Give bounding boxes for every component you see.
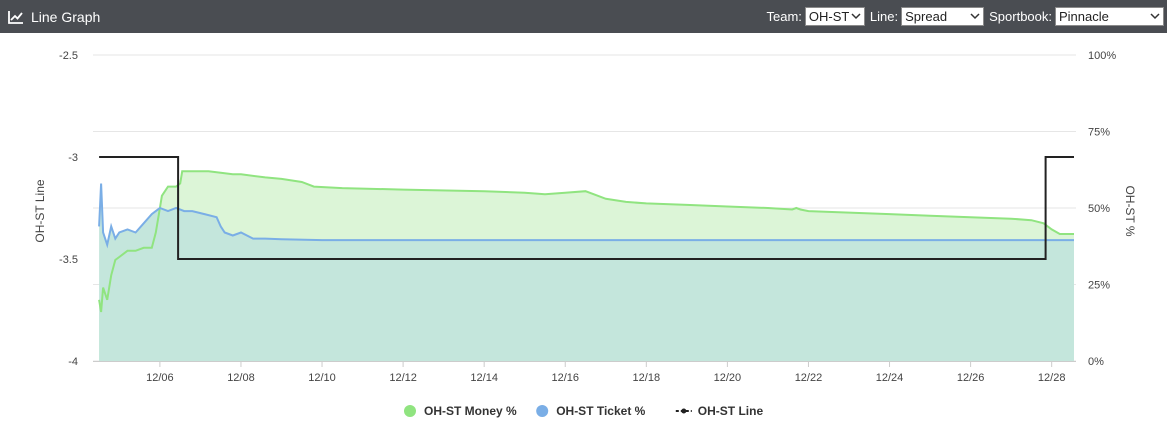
legend-label: OH-ST Line [698, 404, 764, 418]
axes: 100% 75% 50% 25% 0% -2.5 -3 -3.5 -4 12/06 12/08 12/… [59, 50, 1116, 384]
legend: OH-ST Money % OH-ST Ticket % OH-ST Line [404, 404, 763, 418]
y-left-tick-label: -4 [68, 356, 78, 368]
line-select[interactable]: Spread [901, 7, 985, 27]
team-select-value: OH-ST [808, 9, 850, 24]
header-bar: Line Graph Team: OH-ST Line: Spread Spor… [0, 0, 1167, 33]
x-tick-label: 12/10 [308, 372, 336, 384]
sportbook-select-value: Pinnacle [1059, 9, 1109, 24]
x-tick-label: 12/28 [1038, 372, 1066, 384]
ticket-area [99, 183, 1074, 361]
y-right-tick-label: 100% [1088, 50, 1116, 62]
y-right-tick-label: 25% [1088, 280, 1110, 292]
x-tick-label: 12/12 [389, 372, 417, 384]
series-lines [98, 156, 1074, 313]
y-right-tick-label: 0% [1088, 356, 1104, 368]
spread-line [99, 156, 1074, 260]
header-title-group: Line Graph [8, 0, 100, 33]
y-right-tick-label: 75% [1088, 127, 1110, 139]
line-label: Line: [869, 9, 899, 24]
y-right-tick-label: 50% [1088, 203, 1110, 215]
sportbook-select[interactable]: Pinnacle [1055, 7, 1164, 26]
x-tick-label: 12/16 [551, 372, 579, 384]
y-left-tick-label: -2.5 [59, 50, 78, 62]
legend-marker [681, 408, 687, 414]
legend-label: OH-ST Money % [424, 404, 517, 418]
line-chart-icon [8, 10, 24, 24]
chevron-down-icon [851, 10, 861, 27]
x-tick-label: 12/26 [957, 372, 985, 384]
y-left-tick-label: -3.5 [59, 254, 78, 266]
line-chart: 100% 75% 50% 25% 0% -2.5 -3 -3.5 -4 12/06 12/08 12/… [33, 50, 1137, 418]
filter-controls: Team: OH-ST Line: Spread Sportbook: Pinn… [767, 0, 1167, 33]
line-select-value: Spread [905, 9, 948, 24]
x-tick-label: 12/08 [227, 372, 255, 384]
series-fills [99, 171, 1074, 361]
legend-marker [404, 405, 416, 417]
y-left-tick-label: -3 [68, 152, 78, 164]
page-title: Line Graph [31, 8, 101, 25]
y-left-axis-title: OH-ST Line [33, 179, 47, 242]
y-right-axis-title: OH-ST % [1123, 185, 1137, 236]
team-select[interactable]: OH-ST [804, 7, 865, 27]
x-tick-label: 12/22 [795, 372, 823, 384]
x-tick-label: 12/20 [714, 372, 742, 384]
x-tick-label: 12/18 [633, 372, 661, 384]
x-tick-label: 12/06 [146, 372, 174, 384]
team-label: Team: [766, 9, 802, 24]
x-tick-label: 12/24 [876, 372, 904, 384]
x-tick-label: 12/14 [470, 372, 498, 384]
ticket-line [98, 183, 1074, 249]
sportbook-label: Sportbook: [989, 9, 1052, 24]
legend-label: OH-ST Ticket % [556, 404, 645, 418]
chevron-down-icon [970, 10, 980, 27]
chevron-down-icon [1150, 10, 1160, 27]
money-line [98, 170, 1074, 313]
legend-marker [536, 405, 549, 417]
